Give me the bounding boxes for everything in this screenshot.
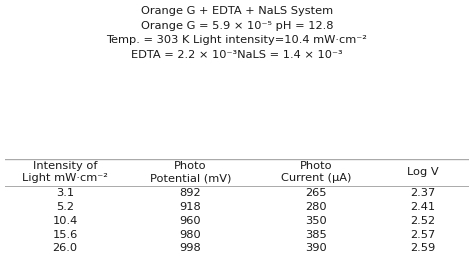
Text: 15.6: 15.6 <box>53 230 78 239</box>
Text: 350: 350 <box>305 216 327 225</box>
Text: Orange G + EDTA + NaLS System
Orange G = 5.9 × 10⁻⁵ pH = 12.8
Temp. = 303 K Ligh: Orange G + EDTA + NaLS System Orange G =… <box>107 6 367 60</box>
Text: 390: 390 <box>305 244 327 253</box>
Text: 918: 918 <box>180 202 201 212</box>
Text: 2.37: 2.37 <box>410 188 436 198</box>
Text: 265: 265 <box>305 188 327 198</box>
Text: 280: 280 <box>305 202 327 212</box>
Text: Photo
Current (μA): Photo Current (μA) <box>281 161 351 183</box>
Text: 998: 998 <box>180 244 201 253</box>
Text: Photo
Potential (mV): Photo Potential (mV) <box>150 161 231 183</box>
Text: 2.52: 2.52 <box>410 216 436 225</box>
Text: Intensity of
Light mW·cm⁻²: Intensity of Light mW·cm⁻² <box>22 161 108 183</box>
Text: 3.1: 3.1 <box>56 188 74 198</box>
Text: 26.0: 26.0 <box>53 244 78 253</box>
Text: 980: 980 <box>180 230 201 239</box>
Text: 385: 385 <box>305 230 327 239</box>
Text: 892: 892 <box>180 188 201 198</box>
Text: 2.41: 2.41 <box>410 202 436 212</box>
Text: 10.4: 10.4 <box>53 216 78 225</box>
Text: 960: 960 <box>180 216 201 225</box>
Text: Log V: Log V <box>407 167 438 177</box>
Text: 2.57: 2.57 <box>410 230 436 239</box>
Text: 5.2: 5.2 <box>56 202 74 212</box>
Text: 2.59: 2.59 <box>410 244 436 253</box>
